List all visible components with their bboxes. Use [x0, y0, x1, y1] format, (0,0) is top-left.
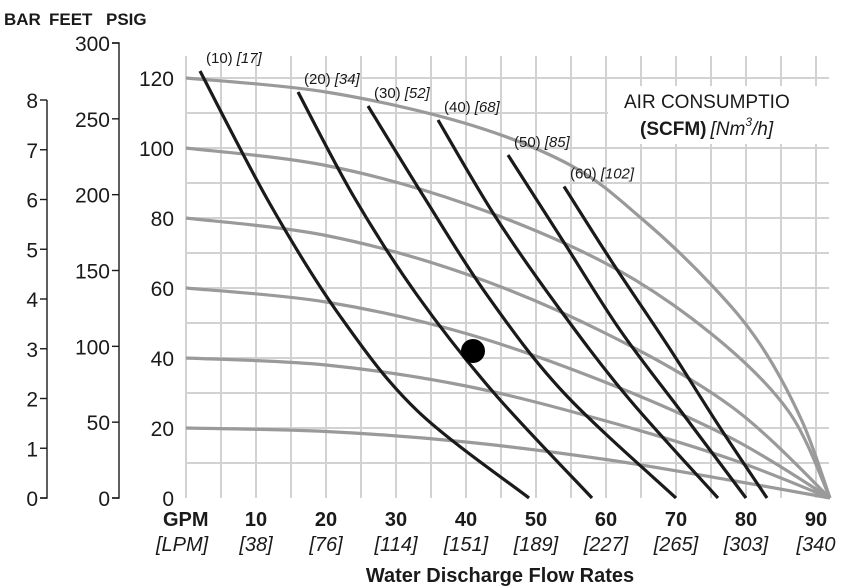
x-tick-lpm: [303]	[723, 534, 769, 556]
air-curve	[436, 119, 720, 500]
x-tick-lpm: [38]	[238, 534, 273, 556]
bar-tick-label: 7	[26, 140, 38, 163]
x-tick-lpm: [76]	[308, 534, 343, 556]
air-consumption-curves	[198, 70, 769, 500]
bar-tick-label: 0	[26, 488, 38, 511]
psig-tick-label: 120	[139, 68, 174, 91]
feet-tick-label: 200	[75, 185, 110, 208]
bar-tick-label: 1	[26, 438, 38, 461]
psig-tick-label: 0	[162, 488, 174, 511]
bar-tick-label: 8	[26, 90, 38, 113]
marker-layer	[461, 339, 485, 363]
pressure-curve	[185, 146, 832, 499]
x-tick-lpm: [151]	[443, 534, 489, 556]
psig-tick-label: 40	[151, 348, 174, 371]
feet-tick-label: 250	[75, 109, 110, 132]
air-curve	[506, 154, 748, 499]
x-tick-gpm: 90	[805, 509, 827, 531]
x-unit-secondary: [LPM]	[155, 534, 209, 556]
feet-tick-label: 100	[75, 336, 110, 359]
air-curve	[562, 185, 769, 499]
legend-background	[608, 86, 830, 144]
y-axes: 0 20 40 60 80 100 120 0 50 100 150 200 250 300 0 1 2 3 4 5 6…	[26, 33, 174, 511]
x-tick-lpm: [265]	[653, 534, 699, 556]
legend: AIR CONSUMPTIO (SCFM) [Nm3/h]	[608, 86, 830, 144]
air-curve-label: (50) [85]	[514, 134, 571, 151]
x-tick-lpm: [340	[796, 534, 836, 556]
air-curve	[366, 105, 678, 500]
x-tick-lpm: [189]	[513, 534, 559, 556]
air-curve-labels: (10) [17] (20) [34] (30) [52] (40) [68] (50) [85]…	[206, 50, 635, 183]
air-curve-label: (60) [102]	[570, 166, 635, 183]
air-curve-label: (10) [17]	[206, 50, 263, 67]
bar-tick-label: 6	[26, 190, 38, 213]
psig-tick-label: 60	[151, 278, 174, 301]
bar-tick-label: 4	[26, 289, 38, 312]
x-tick-lpm: [227]	[583, 534, 629, 556]
x-unit-primary: GPM	[163, 509, 209, 531]
x-tick-gpm: 70	[665, 509, 687, 531]
x-axis-title: Water Discharge Flow Rates	[366, 565, 634, 587]
x-tick-gpm: 30	[385, 509, 407, 531]
legend-line1: AIR CONSUMPTIO	[624, 92, 790, 113]
bar-tick-label: 2	[26, 389, 38, 412]
bar-tick-label: 5	[26, 239, 38, 262]
air-curve	[296, 91, 594, 500]
legend-tail: /h]	[750, 119, 774, 140]
feet-tick-label: 300	[75, 33, 110, 56]
x-tick-gpm: 20	[315, 509, 337, 531]
legend-sup: 3	[745, 115, 752, 129]
x-tick-gpm: 80	[735, 509, 757, 531]
bar-axis-title: BAR	[4, 10, 41, 29]
x-tick-lpm: [114]	[374, 534, 418, 556]
pressure-curve	[185, 356, 831, 500]
x-tick-gpm: 60	[595, 509, 617, 531]
legend-nm: [Nm	[709, 119, 745, 140]
feet-tick-label: 0	[98, 488, 110, 511]
operating-point-marker	[461, 339, 485, 363]
feet-axis-title: FEET	[49, 10, 93, 29]
x-tick-gpm: 40	[455, 509, 477, 531]
legend-scfm: (SCFM)	[640, 119, 706, 140]
x-tick-gpm: 50	[525, 509, 547, 531]
psig-axis-title: PSIG	[106, 10, 147, 29]
psig-tick-label: 80	[151, 208, 174, 231]
pressure-curve	[185, 76, 832, 499]
air-curve-label: (40) [68]	[444, 99, 501, 116]
air-curve	[198, 70, 530, 500]
psig-tick-label: 20	[151, 418, 174, 441]
psig-tick-label: 100	[139, 138, 174, 161]
bar-tick-label: 3	[26, 339, 38, 362]
air-curve-label: (20) [34]	[304, 71, 361, 88]
legend-line2: (SCFM) [Nm3/h]	[640, 115, 774, 140]
x-axis: GPM [LPM] 10 [38] 20 [76] 30 [114] 40 [151] 50 [1…	[155, 509, 835, 556]
air-curve-label: (30) [52]	[374, 85, 431, 102]
feet-tick-label: 150	[75, 261, 110, 284]
feet-tick-label: 50	[87, 412, 110, 435]
pressure-curve	[185, 216, 832, 500]
x-tick-gpm: 10	[245, 509, 267, 531]
